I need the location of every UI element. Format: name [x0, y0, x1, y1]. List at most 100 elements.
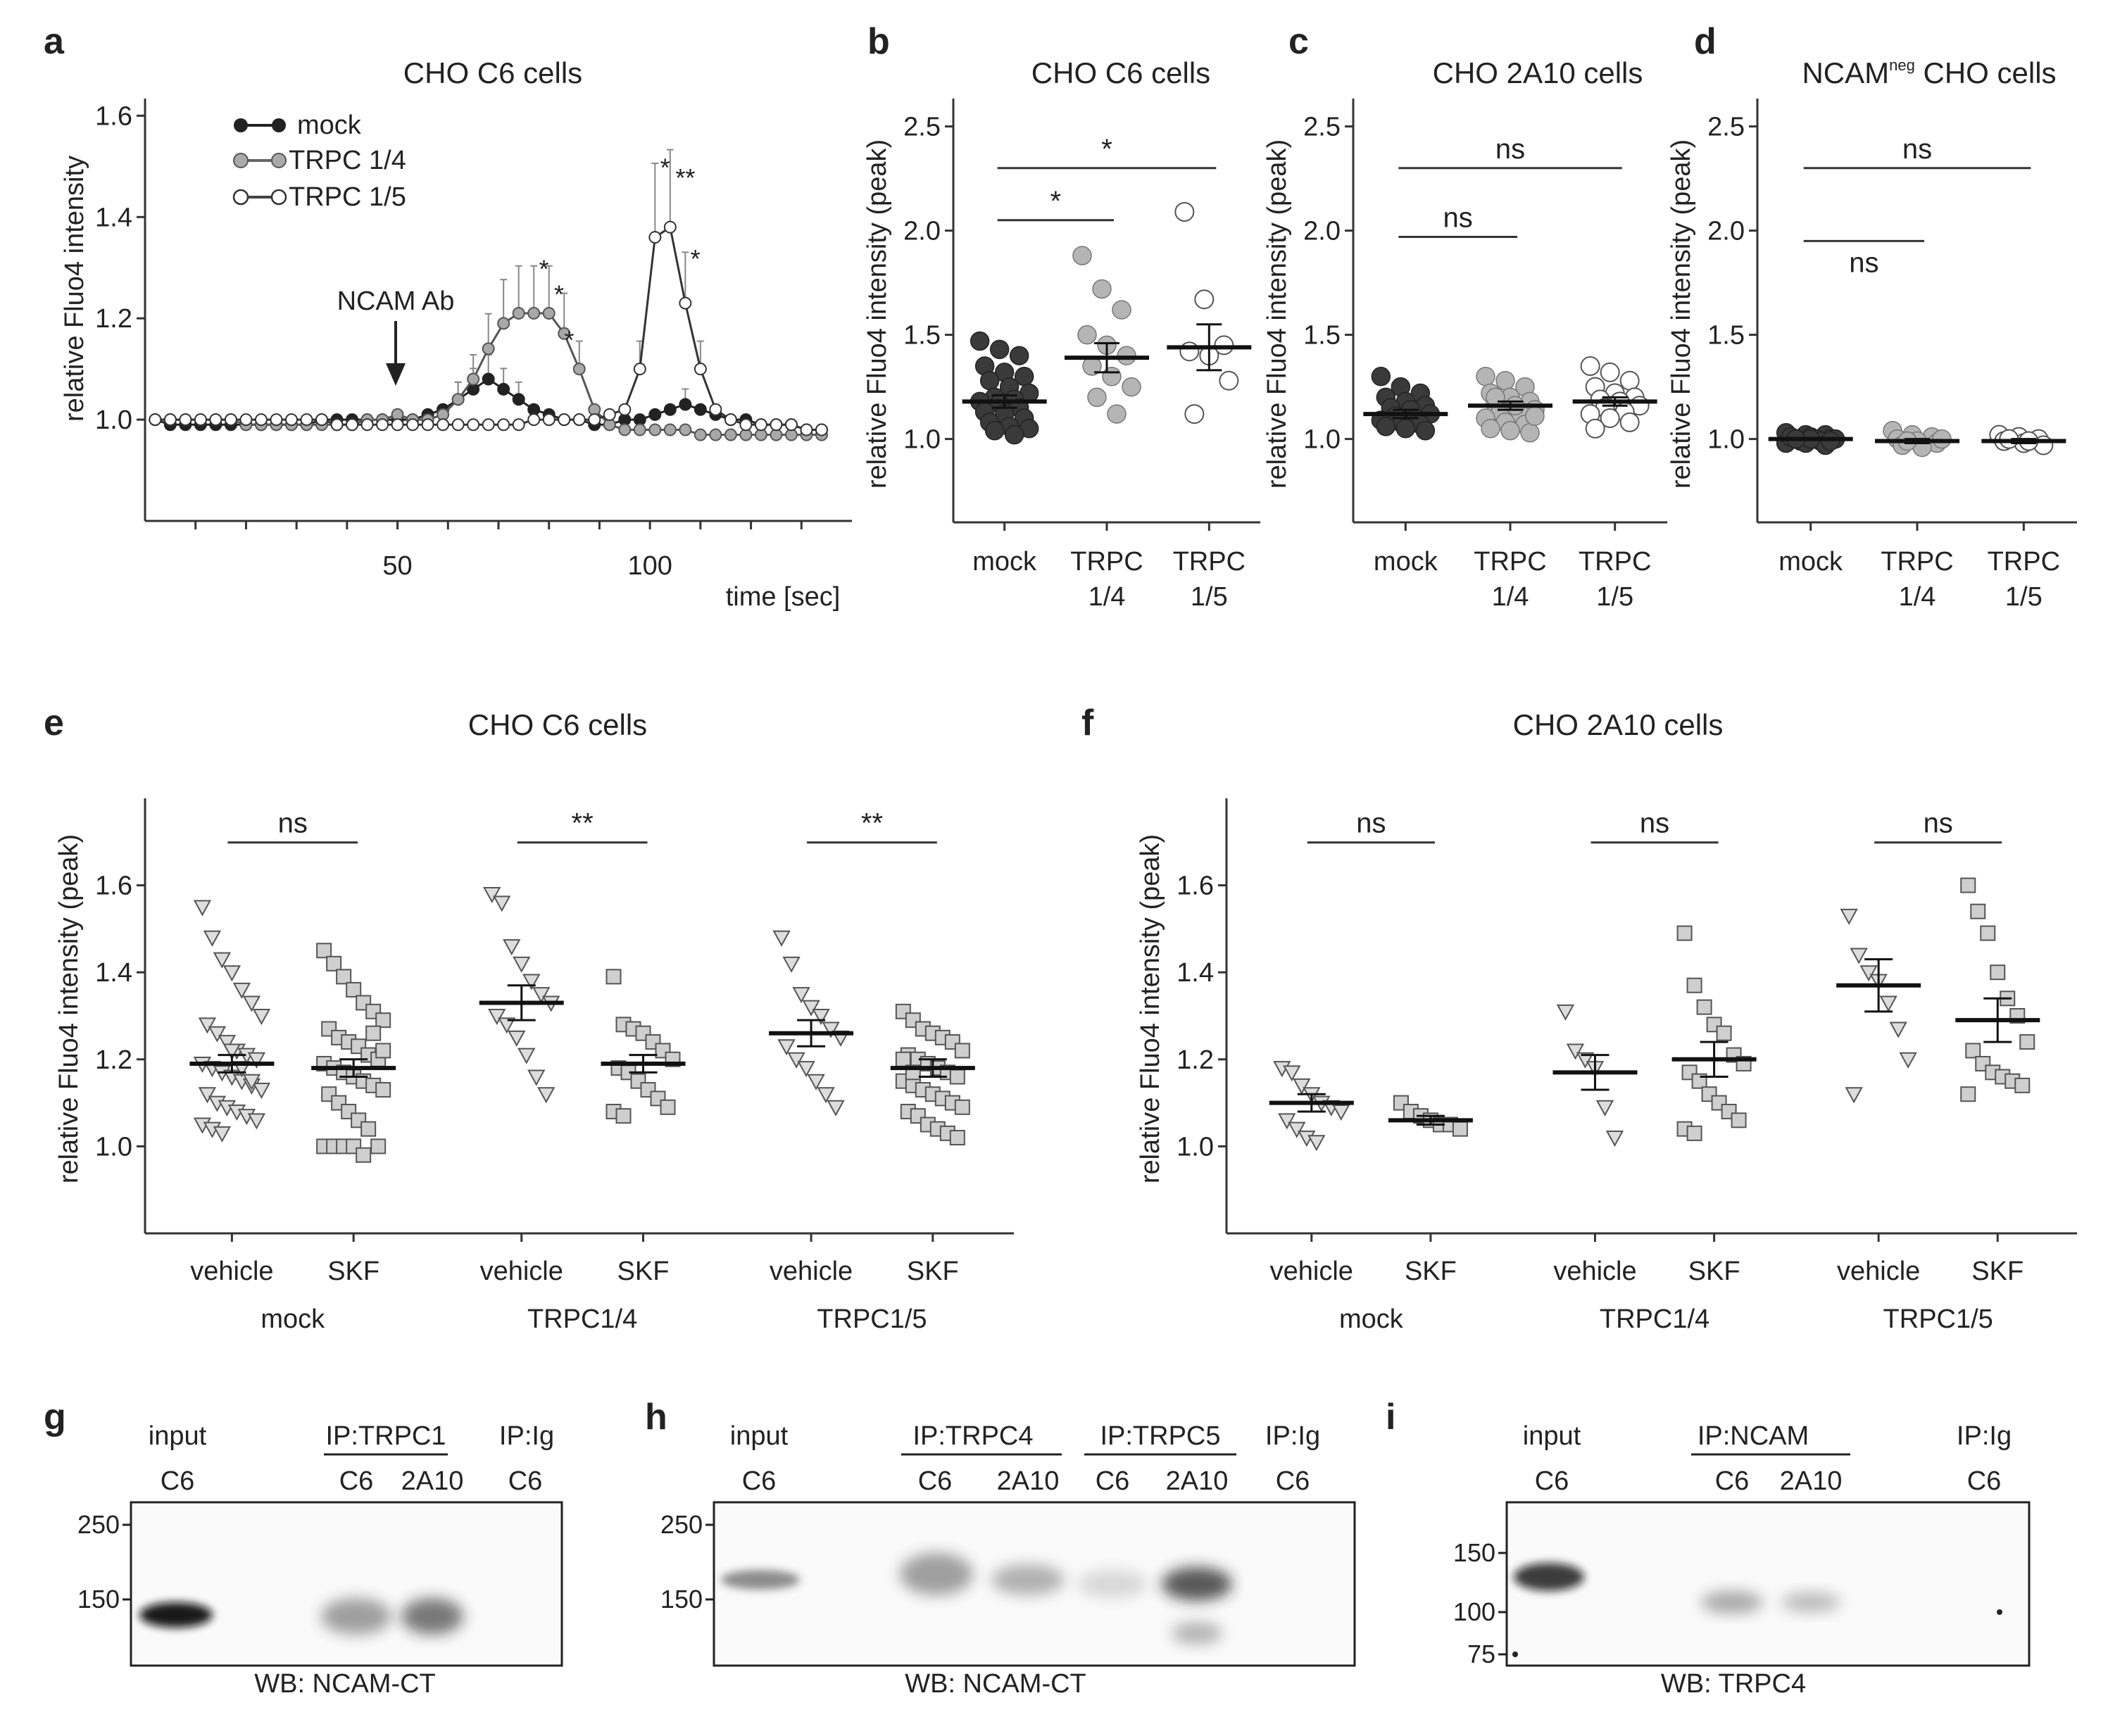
blot-h-lane-6: C6 [1276, 1466, 1310, 1496]
panel-b-data-point [1072, 246, 1092, 265]
panel-e-data-point [807, 1074, 825, 1090]
panel-f-data-point [1859, 965, 1878, 982]
panel-a-significance: * [691, 244, 701, 273]
panel-e-data-point [508, 1030, 526, 1047]
panel-d-y-tick-label: 2.5 [1707, 113, 1745, 142]
panel-c-data-point [1415, 421, 1436, 441]
blot-i-marker-150: 150 [1453, 1538, 1495, 1567]
panel-a-significance: * [539, 255, 549, 284]
legend-trpc15-marker [232, 189, 249, 206]
panel-c-data-point [1520, 422, 1540, 443]
panel-f-x-tick-label: SKF [1971, 1257, 2024, 1286]
panel-f-data-point [1970, 903, 1986, 919]
panel-e-data-point [522, 974, 541, 990]
panel-f-data-point [1686, 1125, 1702, 1141]
panel-b-data-point [1179, 341, 1200, 362]
panel-a-point [648, 231, 662, 244]
panel-a-point [558, 327, 571, 340]
panel-f-data-point [1850, 948, 1868, 964]
panel-e-data-point [242, 1074, 261, 1090]
legend-mock-marker [234, 118, 248, 132]
panel-e-significance-label: ns [278, 808, 308, 839]
panel-e-data-point [949, 1069, 965, 1085]
panel-c-y-tick-label: 2.0 [1303, 217, 1341, 246]
panel-b-data-point [1009, 346, 1029, 365]
panel-a-point [739, 418, 753, 432]
panel-a-point [679, 423, 692, 436]
panel-a-point [694, 403, 707, 416]
panel-label-i: i [1386, 1397, 1395, 1438]
panel-a-point [709, 428, 722, 441]
panel-e-data-point [532, 987, 551, 1004]
panel-e-data-point [792, 987, 810, 1004]
panel-c-x-tick-label: TRPC [1579, 547, 1651, 577]
panel-a-point [633, 363, 646, 376]
panel-d-ylabel: relative Fluo4 intensity (peak) [1667, 139, 1696, 489]
panel-a-y-tick-label: 1.4 [95, 203, 132, 232]
blot-g-group-ip-ig: IP:Ig [499, 1421, 554, 1451]
blot-i-lane-3: 2A10 [1780, 1466, 1843, 1496]
panel-f-data-point [1307, 1135, 1326, 1152]
panel-label-c: c [1288, 21, 1309, 62]
panel-a-point [421, 418, 434, 432]
panel-a-point [346, 418, 359, 432]
panel-b-x-tick-label: TRPC [1173, 547, 1246, 577]
panel-a-point [163, 413, 177, 427]
panel-a-point [254, 413, 268, 427]
panel-c-y-tick-label: 1.5 [1303, 321, 1341, 351]
panel-a-point [360, 418, 374, 432]
panel-c-ylabel: relative Fluo4 intensity (peak) [1262, 139, 1292, 489]
panel-f-data-point [1696, 999, 1712, 1015]
panel-d-x-tick-label: 1/4 [1899, 582, 1936, 612]
panel-a-point [679, 398, 692, 411]
panel-a-point [482, 342, 495, 356]
blot-i-band [1701, 1591, 1763, 1614]
blot-g-membrane [130, 1501, 563, 1667]
panel-a-point [239, 413, 253, 427]
blot-i-group-ip-ig: IP:Ig [1957, 1421, 2012, 1451]
panel-e-y-tick-label: 1.0 [95, 1132, 132, 1162]
panel-a-point [663, 423, 677, 436]
panel-f-y-tick-label: 1.2 [1177, 1045, 1214, 1075]
panel-e-data-point [782, 956, 801, 973]
panel-c-data-point [1585, 418, 1605, 439]
panel-f-data-point [1278, 1113, 1296, 1130]
legend-trpc14-marker [233, 153, 249, 168]
blot-g-wb-label: WB: NCAM-CT [254, 1669, 436, 1699]
panel-a-annotation: NCAM Ab [337, 287, 454, 386]
panel-c-data-point [1376, 417, 1396, 436]
panel-e-data-point [527, 1069, 546, 1086]
panel-b-title: CHO C6 cells [1031, 56, 1210, 89]
panel-a-point [527, 413, 541, 427]
panel-c-data-point [1619, 412, 1640, 432]
panel-e-data-point [954, 1043, 970, 1059]
panel-e-data-point [252, 1009, 271, 1026]
blot-i-marker-100: 100 [1453, 1597, 1495, 1626]
blot-h-band [1077, 1570, 1148, 1598]
panel-a-point [482, 372, 495, 386]
panel-e-data-point [772, 930, 791, 947]
panel-e-data-point [483, 886, 501, 904]
panel-e-data-point [208, 1026, 227, 1043]
panel-e-data-point [218, 1035, 237, 1052]
panel-e-y-tick-label: 1.4 [95, 958, 132, 988]
panel-a-point [572, 413, 586, 427]
panel-c-data-point [1500, 421, 1520, 441]
panel-f-data-point [1452, 1121, 1468, 1137]
panel-a-point [724, 413, 737, 427]
panel-e-data-point [375, 1082, 391, 1098]
panel-a-x-tick-label: 100 [627, 551, 672, 581]
panel-c-data-point [1495, 370, 1515, 391]
panel-c-x-tick-label: mock [1374, 547, 1438, 577]
panel-f-x-tick-label: SKF [1688, 1257, 1740, 1286]
panel-a-point [437, 418, 450, 432]
blot-h-band [1172, 1622, 1222, 1644]
panel-d-x-tick-label: 1/5 [2005, 582, 2043, 612]
panel-e-data-point [252, 1083, 271, 1100]
blot-g-marker-250: 250 [77, 1510, 120, 1539]
panel-a-point [149, 413, 162, 427]
panel-f-y-tick-label: 1.6 [1177, 872, 1214, 901]
ncam-ab-arrow-head [386, 363, 406, 386]
panel-c-data-point [1619, 370, 1640, 391]
legend-trpc15-label: TRPC 1/5 [289, 182, 406, 212]
